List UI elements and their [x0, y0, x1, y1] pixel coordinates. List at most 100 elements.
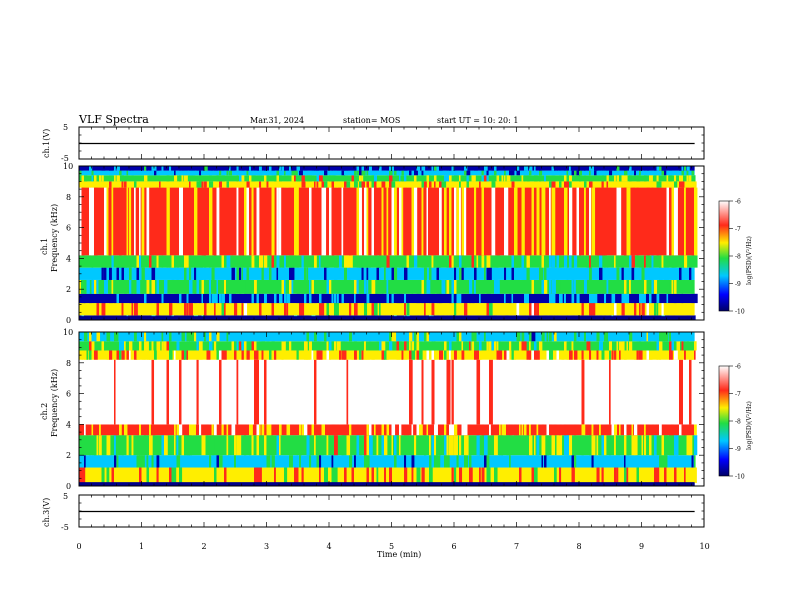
spectrogram-streak	[134, 255, 137, 268]
spectrogram-streak	[256, 187, 260, 256]
spectrogram-streak	[424, 181, 427, 188]
spectrogram-streak	[156, 467, 159, 483]
spectrogram-streak	[136, 455, 141, 468]
spectrogram-streak	[561, 181, 565, 188]
spectrogram-streak	[476, 424, 480, 436]
spectrogram-streak	[306, 332, 310, 342]
spectrogram-streak	[204, 166, 208, 171]
spectrogram-streak	[149, 435, 153, 456]
freq-tick-label: 10	[63, 328, 73, 337]
spectrogram-streak	[359, 359, 362, 425]
spectrogram-streak	[386, 279, 389, 294]
spectrogram-streak	[429, 267, 433, 280]
spectrogram-streak	[241, 175, 245, 182]
spectrogram-streak	[594, 279, 597, 294]
spectrogram-streak	[109, 267, 112, 280]
spectrogram-streak	[209, 359, 212, 425]
spectrogram-streak	[126, 435, 129, 456]
spectrogram-streak	[141, 279, 144, 294]
spectrogram-streak	[209, 279, 212, 294]
spectrogram-streak	[689, 181, 691, 188]
spectrogram-streak	[399, 293, 403, 304]
spectrogram-streak	[294, 255, 297, 268]
spectrogram-streak	[374, 175, 378, 182]
spectrogram-streak	[291, 181, 294, 188]
spectrogram-streak	[476, 359, 481, 425]
spectrogram-streak	[474, 350, 478, 360]
spectrogram-streak	[574, 279, 576, 294]
spectrogram-streak	[96, 175, 99, 182]
spectrogram-streak	[446, 332, 451, 342]
spectrogram-streak	[91, 303, 94, 316]
spectrogram-streak	[534, 293, 537, 304]
spectrogram-streak	[314, 359, 317, 425]
spectrogram-streak	[694, 181, 697, 188]
spectrogram-streak	[304, 293, 307, 304]
spectrogram-streak	[214, 303, 216, 316]
spectrogram-streak	[286, 181, 290, 188]
spectrogram-streak	[634, 350, 638, 360]
spectrogram-streak	[404, 467, 408, 483]
spectrogram-streak	[314, 332, 317, 342]
spectrogram-streak	[174, 170, 176, 176]
spectrogram-streak	[429, 175, 431, 182]
spectrogram-streak	[526, 181, 531, 188]
spectrogram-streak	[521, 267, 525, 280]
spectrogram-streak	[431, 303, 435, 316]
spectrogram-streak	[276, 359, 279, 425]
spectrogram-streak	[79, 175, 82, 182]
spectrogram-streak	[81, 170, 84, 176]
spectrogram-streak	[589, 181, 593, 188]
spectrogram-streak	[429, 455, 433, 468]
spectrogram-streak	[536, 424, 539, 436]
spectrogram-streak	[364, 341, 366, 351]
spectrogram-streak	[406, 341, 410, 351]
colorbar-tick-label: -7	[735, 391, 741, 398]
spectrogram-streak	[656, 181, 660, 188]
spectrogram-streak	[399, 255, 402, 268]
spectrogram-streak	[556, 359, 561, 425]
spectrogram-streak	[586, 332, 590, 342]
spectrogram-streak	[409, 350, 412, 360]
spectrogram-streak	[229, 166, 231, 171]
spectrogram-streak	[251, 293, 254, 304]
spectrogram-streak	[571, 455, 575, 468]
time-tick-label: 7	[514, 542, 519, 551]
spectrogram-streak	[291, 175, 295, 182]
spectrogram-streak	[314, 435, 316, 456]
spectrogram-streak	[579, 350, 583, 360]
spectrogram-streak	[509, 303, 513, 316]
spectrogram-streak	[494, 435, 498, 456]
spectrogram-streak	[426, 424, 429, 436]
spectrogram-streak	[134, 455, 137, 468]
spectrogram-streak	[91, 187, 95, 256]
spectrogram-streak	[646, 255, 649, 268]
spectrogram-streak	[381, 187, 384, 256]
spectrogram-streak	[139, 467, 142, 483]
spectrogram-streak	[459, 175, 461, 182]
spectrogram-streak	[384, 435, 388, 456]
spectrogram-streak	[381, 467, 386, 483]
spectrogram-streak	[269, 267, 273, 280]
spectrogram-streak	[554, 332, 557, 342]
spectrogram-streak	[234, 293, 236, 304]
spectrogram-streak	[176, 293, 180, 304]
spectrogram-streak	[331, 424, 336, 436]
spectrogram-streak	[224, 350, 227, 360]
spectrogram-streak	[564, 341, 567, 351]
spectrogram-streak	[346, 255, 350, 268]
spectrogram-streak	[424, 267, 427, 280]
spectrogram-streak	[604, 170, 608, 176]
spectrogram-streak	[276, 293, 280, 304]
spectrogram-streak	[414, 341, 417, 351]
spectrogram-streak	[234, 332, 237, 342]
spectrogram-streak	[431, 359, 435, 425]
spectrogram-streak	[119, 303, 122, 316]
spectrogram-streak	[556, 267, 559, 280]
spectrogram-streak	[139, 255, 142, 268]
spectrogram-streak	[314, 255, 317, 268]
spectrogram-streak	[156, 332, 160, 342]
spectrogram-streak	[641, 435, 644, 456]
spectrogram-streak	[201, 187, 206, 256]
spectrogram-streak	[146, 341, 149, 351]
